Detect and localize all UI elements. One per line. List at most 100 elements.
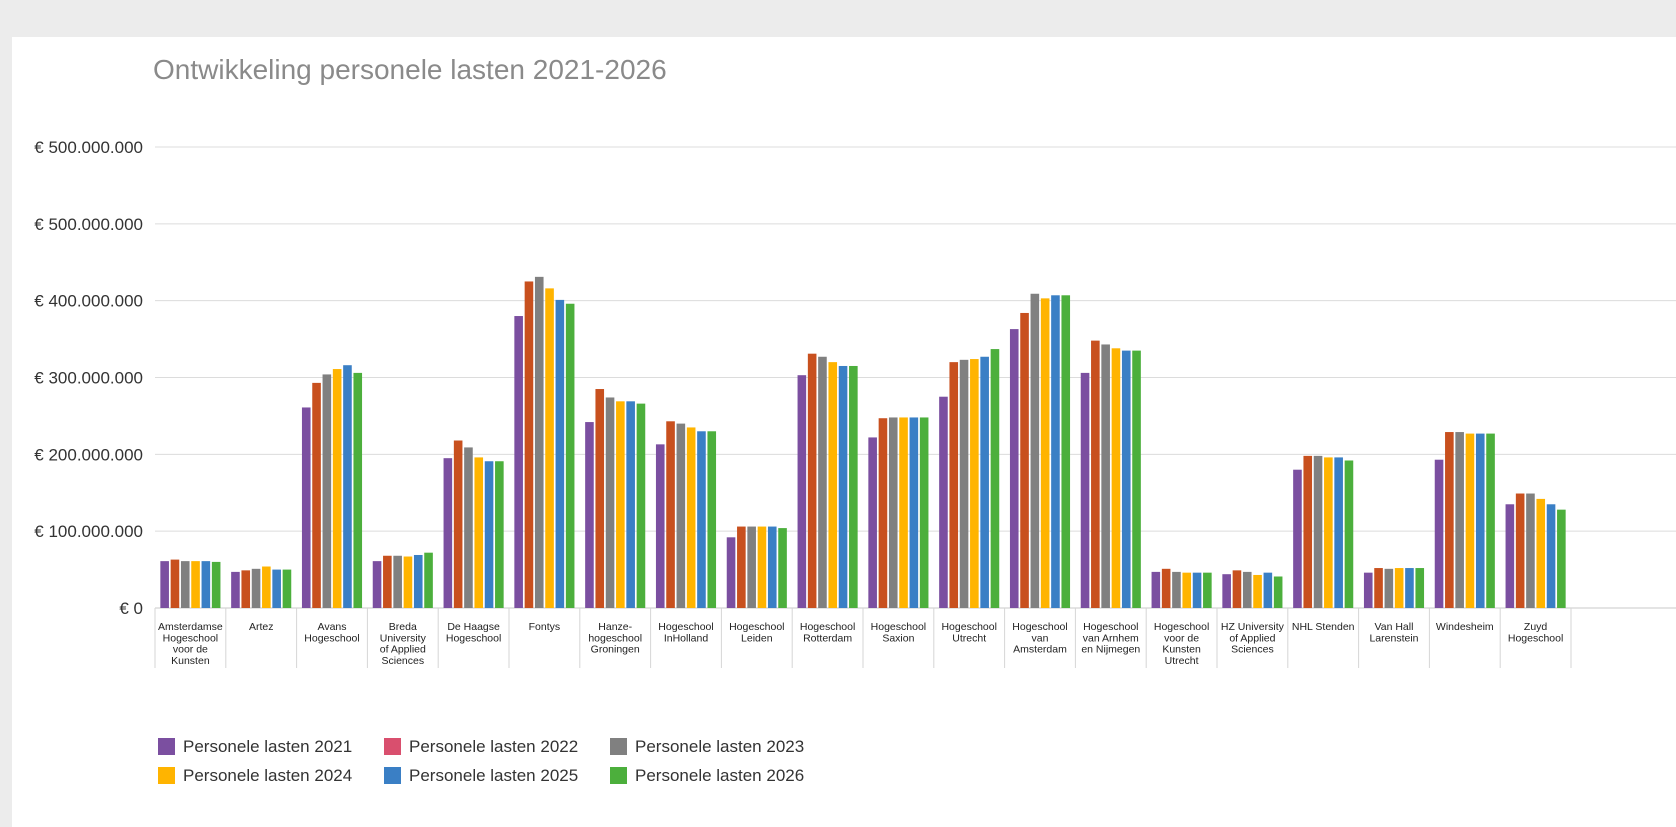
bar — [282, 569, 292, 608]
bar — [403, 556, 413, 608]
bar — [555, 299, 565, 608]
category-label: van — [1032, 632, 1049, 644]
bar — [1232, 570, 1242, 608]
bar — [949, 362, 959, 608]
legend-item[interactable]: Personele lasten 2025 — [384, 765, 610, 786]
bar — [1192, 572, 1202, 608]
bar — [1303, 455, 1313, 608]
category-label: voor de — [1164, 632, 1199, 644]
legend-swatch — [610, 767, 627, 784]
bar — [970, 359, 979, 608]
legend-item[interactable]: Personele lasten 2022 — [384, 736, 610, 757]
bar — [1475, 433, 1485, 608]
bar — [1344, 460, 1354, 608]
category-label: Hogeschool — [800, 621, 855, 633]
bar — [1445, 432, 1454, 608]
bar — [1242, 571, 1252, 608]
bar — [1505, 504, 1515, 608]
legend-item[interactable]: Personele lasten 2026 — [610, 765, 836, 786]
category-label: Hogeschool — [446, 632, 501, 644]
bar — [524, 281, 534, 608]
bar — [1334, 457, 1343, 608]
category-label: Artez — [249, 621, 274, 633]
category-label: Hogeschool — [729, 621, 784, 633]
bar — [1313, 455, 1323, 608]
bar — [767, 526, 777, 608]
bar — [383, 555, 392, 608]
category-label: Saxion — [882, 632, 914, 644]
bar — [1132, 350, 1141, 608]
bar — [1324, 457, 1333, 608]
bar — [616, 401, 625, 608]
legend-label: Personele lasten 2026 — [635, 765, 805, 785]
bar — [1486, 433, 1495, 608]
legend-item[interactable]: Personele lasten 2023 — [610, 736, 836, 757]
y-tick-label: € 300.000.000 — [34, 369, 143, 388]
bar — [393, 555, 402, 608]
bar — [1293, 469, 1302, 608]
category-label: Amsterdam — [1013, 644, 1067, 656]
bar — [1161, 568, 1171, 608]
bar — [1263, 572, 1273, 608]
category-label: Van Hall — [1375, 621, 1414, 633]
bar — [514, 316, 523, 608]
bar — [160, 561, 169, 608]
bar — [211, 561, 221, 608]
bar — [1253, 574, 1262, 608]
bar — [778, 528, 787, 608]
legend-label: Personele lasten 2024 — [183, 765, 353, 785]
bar — [424, 552, 433, 608]
category-label: Hogeschool — [1154, 621, 1209, 633]
legend-swatch — [158, 738, 175, 755]
category-label: Hogeschool — [1083, 621, 1138, 633]
category-label: University — [380, 632, 427, 644]
bar — [1009, 329, 1019, 608]
bar — [1415, 568, 1425, 608]
bar — [495, 461, 504, 608]
bar — [757, 526, 767, 608]
bar — [636, 403, 646, 608]
y-tick-label: € 500.000.000 — [34, 215, 143, 234]
bar — [1182, 572, 1192, 608]
legend-swatch — [384, 767, 401, 784]
bar — [1374, 568, 1383, 608]
category-label: Kunsten — [171, 655, 210, 667]
bar — [262, 566, 271, 608]
bar — [626, 401, 635, 608]
bar — [1557, 509, 1566, 608]
bar — [534, 276, 544, 608]
legend-item[interactable]: Personele lasten 2024 — [158, 765, 384, 786]
bar — [545, 288, 554, 608]
bar — [1273, 576, 1283, 608]
category-label: Hogeschool — [1508, 632, 1563, 644]
category-label: van Arnhem — [1083, 632, 1139, 644]
category-label: hogeschool — [588, 632, 642, 644]
bar — [565, 303, 575, 608]
category-label: Groningen — [591, 644, 640, 656]
bar — [939, 396, 948, 608]
legend-item[interactable]: Personele lasten 2021 — [158, 736, 384, 757]
category-label: De Haagse — [447, 621, 500, 633]
category-label: Hogeschool — [163, 632, 218, 644]
bar — [655, 444, 665, 608]
bar — [1111, 348, 1121, 608]
category-label: Utrecht — [1165, 655, 1199, 667]
category-label: HZ University — [1221, 621, 1285, 633]
bar — [980, 356, 989, 608]
bar — [322, 374, 332, 608]
legend-swatch — [158, 767, 175, 784]
category-label: of Applied — [380, 644, 426, 656]
bar — [1091, 340, 1100, 608]
bar — [312, 382, 321, 608]
bar — [1515, 493, 1525, 608]
category-label: Utrecht — [952, 632, 986, 644]
bar — [909, 417, 919, 608]
bar — [474, 457, 484, 608]
bar — [676, 423, 686, 608]
bar — [484, 461, 494, 608]
y-tick-label: € 500.000.000 — [34, 138, 143, 157]
category-label: Kunsten — [1162, 644, 1201, 656]
category-label: Hogeschool — [871, 621, 926, 633]
bar — [899, 417, 908, 608]
